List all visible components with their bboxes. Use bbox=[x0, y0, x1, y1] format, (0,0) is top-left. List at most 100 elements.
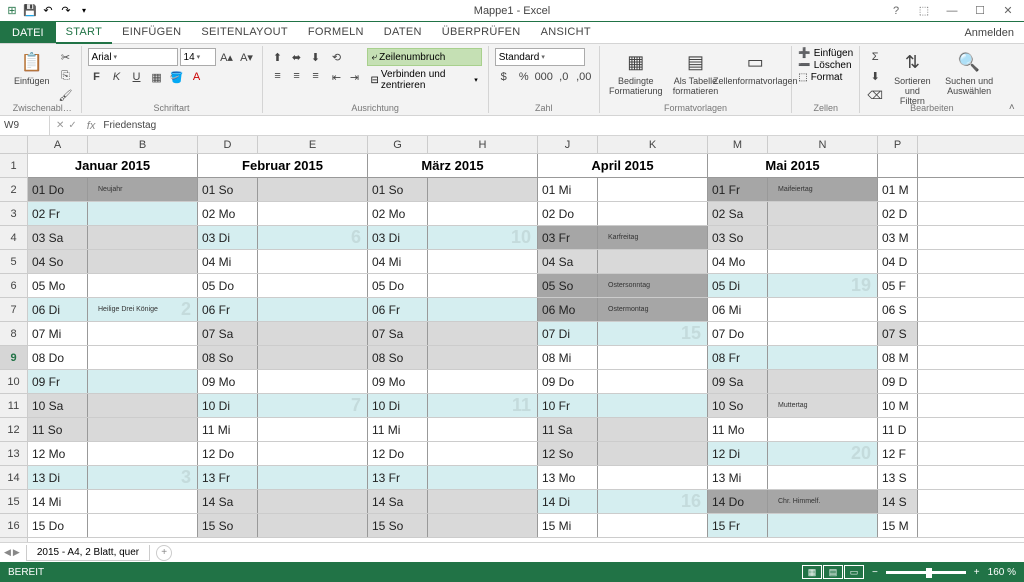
align-middle-icon[interactable]: ⬌ bbox=[288, 48, 306, 66]
day-cell[interactable]: 06 Di bbox=[28, 298, 88, 321]
col-header-J[interactable]: J bbox=[538, 136, 598, 153]
col-header-G[interactable]: G bbox=[368, 136, 428, 153]
note-cell[interactable] bbox=[768, 298, 878, 321]
day-cell[interactable]: 13 Fr bbox=[198, 466, 258, 489]
day-cell[interactable]: 15 M bbox=[878, 514, 918, 537]
row-header[interactable]: 4 bbox=[0, 226, 27, 250]
day-cell[interactable]: 05 Do bbox=[198, 274, 258, 297]
thousands-icon[interactable]: 000 bbox=[535, 68, 553, 86]
page-layout-icon[interactable]: ▤ bbox=[823, 565, 843, 579]
cut-icon[interactable]: ✂ bbox=[57, 48, 75, 66]
maximize-icon[interactable]: ☐ bbox=[968, 2, 992, 20]
increase-decimal-icon[interactable]: ,0 bbox=[555, 68, 573, 86]
day-cell[interactable]: 09 Mo bbox=[368, 370, 428, 393]
col-header-A[interactable]: A bbox=[28, 136, 88, 153]
fx-icon[interactable]: fx bbox=[83, 120, 100, 132]
wrap-text-button[interactable]: ⤶Zeilenumbruch bbox=[367, 48, 482, 66]
collapse-ribbon-icon[interactable]: ˄ bbox=[1004, 46, 1020, 113]
day-cell[interactable]: 14 S bbox=[878, 490, 918, 513]
day-cell[interactable]: 15 Fr bbox=[708, 514, 768, 537]
note-cell[interactable] bbox=[598, 394, 708, 417]
sort-filter-button[interactable]: ⇅Sortieren und Filtern bbox=[887, 48, 937, 108]
note-cell[interactable] bbox=[428, 250, 538, 273]
day-cell[interactable]: 13 Di bbox=[28, 466, 88, 489]
day-cell[interactable]: 04 Mi bbox=[368, 250, 428, 273]
font-name-combo[interactable]: Arial▾ bbox=[88, 48, 178, 66]
note-cell[interactable] bbox=[598, 250, 708, 273]
row-header[interactable]: 8 bbox=[0, 322, 27, 346]
add-sheet-button[interactable]: + bbox=[156, 545, 172, 561]
note-cell[interactable] bbox=[428, 298, 538, 321]
row-header[interactable]: 11 bbox=[0, 394, 27, 418]
signin-link[interactable]: Anmelden bbox=[954, 23, 1024, 43]
note-cell[interactable] bbox=[258, 202, 368, 225]
day-cell[interactable]: 10 Sa bbox=[28, 394, 88, 417]
row-header[interactable]: 1 bbox=[0, 154, 27, 178]
day-cell[interactable]: 09 Do bbox=[538, 370, 598, 393]
day-cell[interactable]: 15 So bbox=[368, 514, 428, 537]
day-cell[interactable]: 05 Di bbox=[708, 274, 768, 297]
help-icon[interactable]: ? bbox=[884, 2, 908, 20]
day-cell[interactable]: 08 Do bbox=[28, 346, 88, 369]
cancel-formula-icon[interactable]: ✕ bbox=[56, 120, 64, 131]
font-color-icon[interactable]: A bbox=[188, 68, 206, 86]
border-icon[interactable]: ▦ bbox=[148, 68, 166, 86]
day-cell[interactable]: 10 Di bbox=[368, 394, 428, 417]
note-cell[interactable] bbox=[258, 178, 368, 201]
note-cell[interactable] bbox=[88, 250, 198, 273]
day-cell[interactable]: 07 Sa bbox=[198, 322, 258, 345]
note-cell[interactable] bbox=[598, 514, 708, 537]
paste-button[interactable]: 📋 Einfügen bbox=[10, 48, 54, 88]
zoom-out-icon[interactable]: − bbox=[872, 567, 878, 578]
merge-button[interactable]: ⊟Verbinden und zentrieren▾ bbox=[367, 68, 482, 92]
day-cell[interactable]: 09 Mo bbox=[198, 370, 258, 393]
sheet-nav-next-icon[interactable]: ▶ bbox=[13, 547, 20, 558]
undo-icon[interactable]: ↶ bbox=[40, 3, 56, 19]
grid-body[interactable]: Januar 2015Februar 2015März 2015April 20… bbox=[28, 154, 1024, 542]
note-cell[interactable] bbox=[88, 418, 198, 441]
note-cell[interactable] bbox=[258, 250, 368, 273]
day-cell[interactable]: 10 Fr bbox=[538, 394, 598, 417]
format-table-button[interactable]: ▤Als Tabelle formatieren bbox=[669, 48, 723, 98]
note-cell[interactable] bbox=[598, 442, 708, 465]
note-cell[interactable] bbox=[258, 370, 368, 393]
note-cell[interactable] bbox=[428, 202, 538, 225]
note-cell[interactable]: Maifeiertag bbox=[768, 178, 878, 201]
day-cell[interactable]: 15 So bbox=[198, 514, 258, 537]
day-cell[interactable]: 14 Sa bbox=[368, 490, 428, 513]
note-cell[interactable]: 11 bbox=[428, 394, 538, 417]
day-cell[interactable]: 03 Sa bbox=[28, 226, 88, 249]
cell-styles-button[interactable]: ▭Zellenformatvorlagen bbox=[725, 48, 785, 88]
day-cell[interactable]: 02 Mo bbox=[198, 202, 258, 225]
row-header[interactable]: 13 bbox=[0, 442, 27, 466]
note-cell[interactable] bbox=[768, 322, 878, 345]
day-cell[interactable]: 03 Fr bbox=[538, 226, 598, 249]
col-header-P[interactable]: P bbox=[878, 136, 918, 153]
day-cell[interactable]: 07 Sa bbox=[368, 322, 428, 345]
day-cell[interactable]: 07 Di bbox=[538, 322, 598, 345]
align-center-icon[interactable]: ≡ bbox=[288, 67, 306, 85]
day-cell[interactable]: 15 Mi bbox=[538, 514, 598, 537]
day-cell[interactable]: 01 Do bbox=[28, 178, 88, 201]
note-cell[interactable] bbox=[258, 466, 368, 489]
note-cell[interactable]: Neujahr bbox=[88, 178, 198, 201]
day-cell[interactable]: 05 F bbox=[878, 274, 918, 297]
note-cell[interactable] bbox=[88, 346, 198, 369]
number-format-combo[interactable]: Standard▾ bbox=[495, 48, 585, 66]
day-cell[interactable]: 04 Mi bbox=[198, 250, 258, 273]
note-cell[interactable] bbox=[768, 466, 878, 489]
day-cell[interactable]: 12 Mo bbox=[28, 442, 88, 465]
day-cell[interactable]: 03 So bbox=[708, 226, 768, 249]
day-cell[interactable]: 12 Do bbox=[368, 442, 428, 465]
row-header[interactable]: 6 bbox=[0, 274, 27, 298]
fill-color-icon[interactable]: 🪣 bbox=[168, 68, 186, 86]
day-cell[interactable]: 04 D bbox=[878, 250, 918, 273]
clear-icon[interactable]: ⌫ bbox=[866, 86, 884, 104]
day-cell[interactable]: 05 Mo bbox=[28, 274, 88, 297]
zoom-slider[interactable] bbox=[886, 571, 966, 574]
day-cell[interactable]: 10 Di bbox=[198, 394, 258, 417]
conditional-format-button[interactable]: ▦Bedingte Formatierung bbox=[606, 48, 666, 98]
day-cell[interactable]: 08 Fr bbox=[708, 346, 768, 369]
note-cell[interactable]: 7 bbox=[258, 394, 368, 417]
fill-icon[interactable]: ⬇ bbox=[866, 67, 884, 85]
